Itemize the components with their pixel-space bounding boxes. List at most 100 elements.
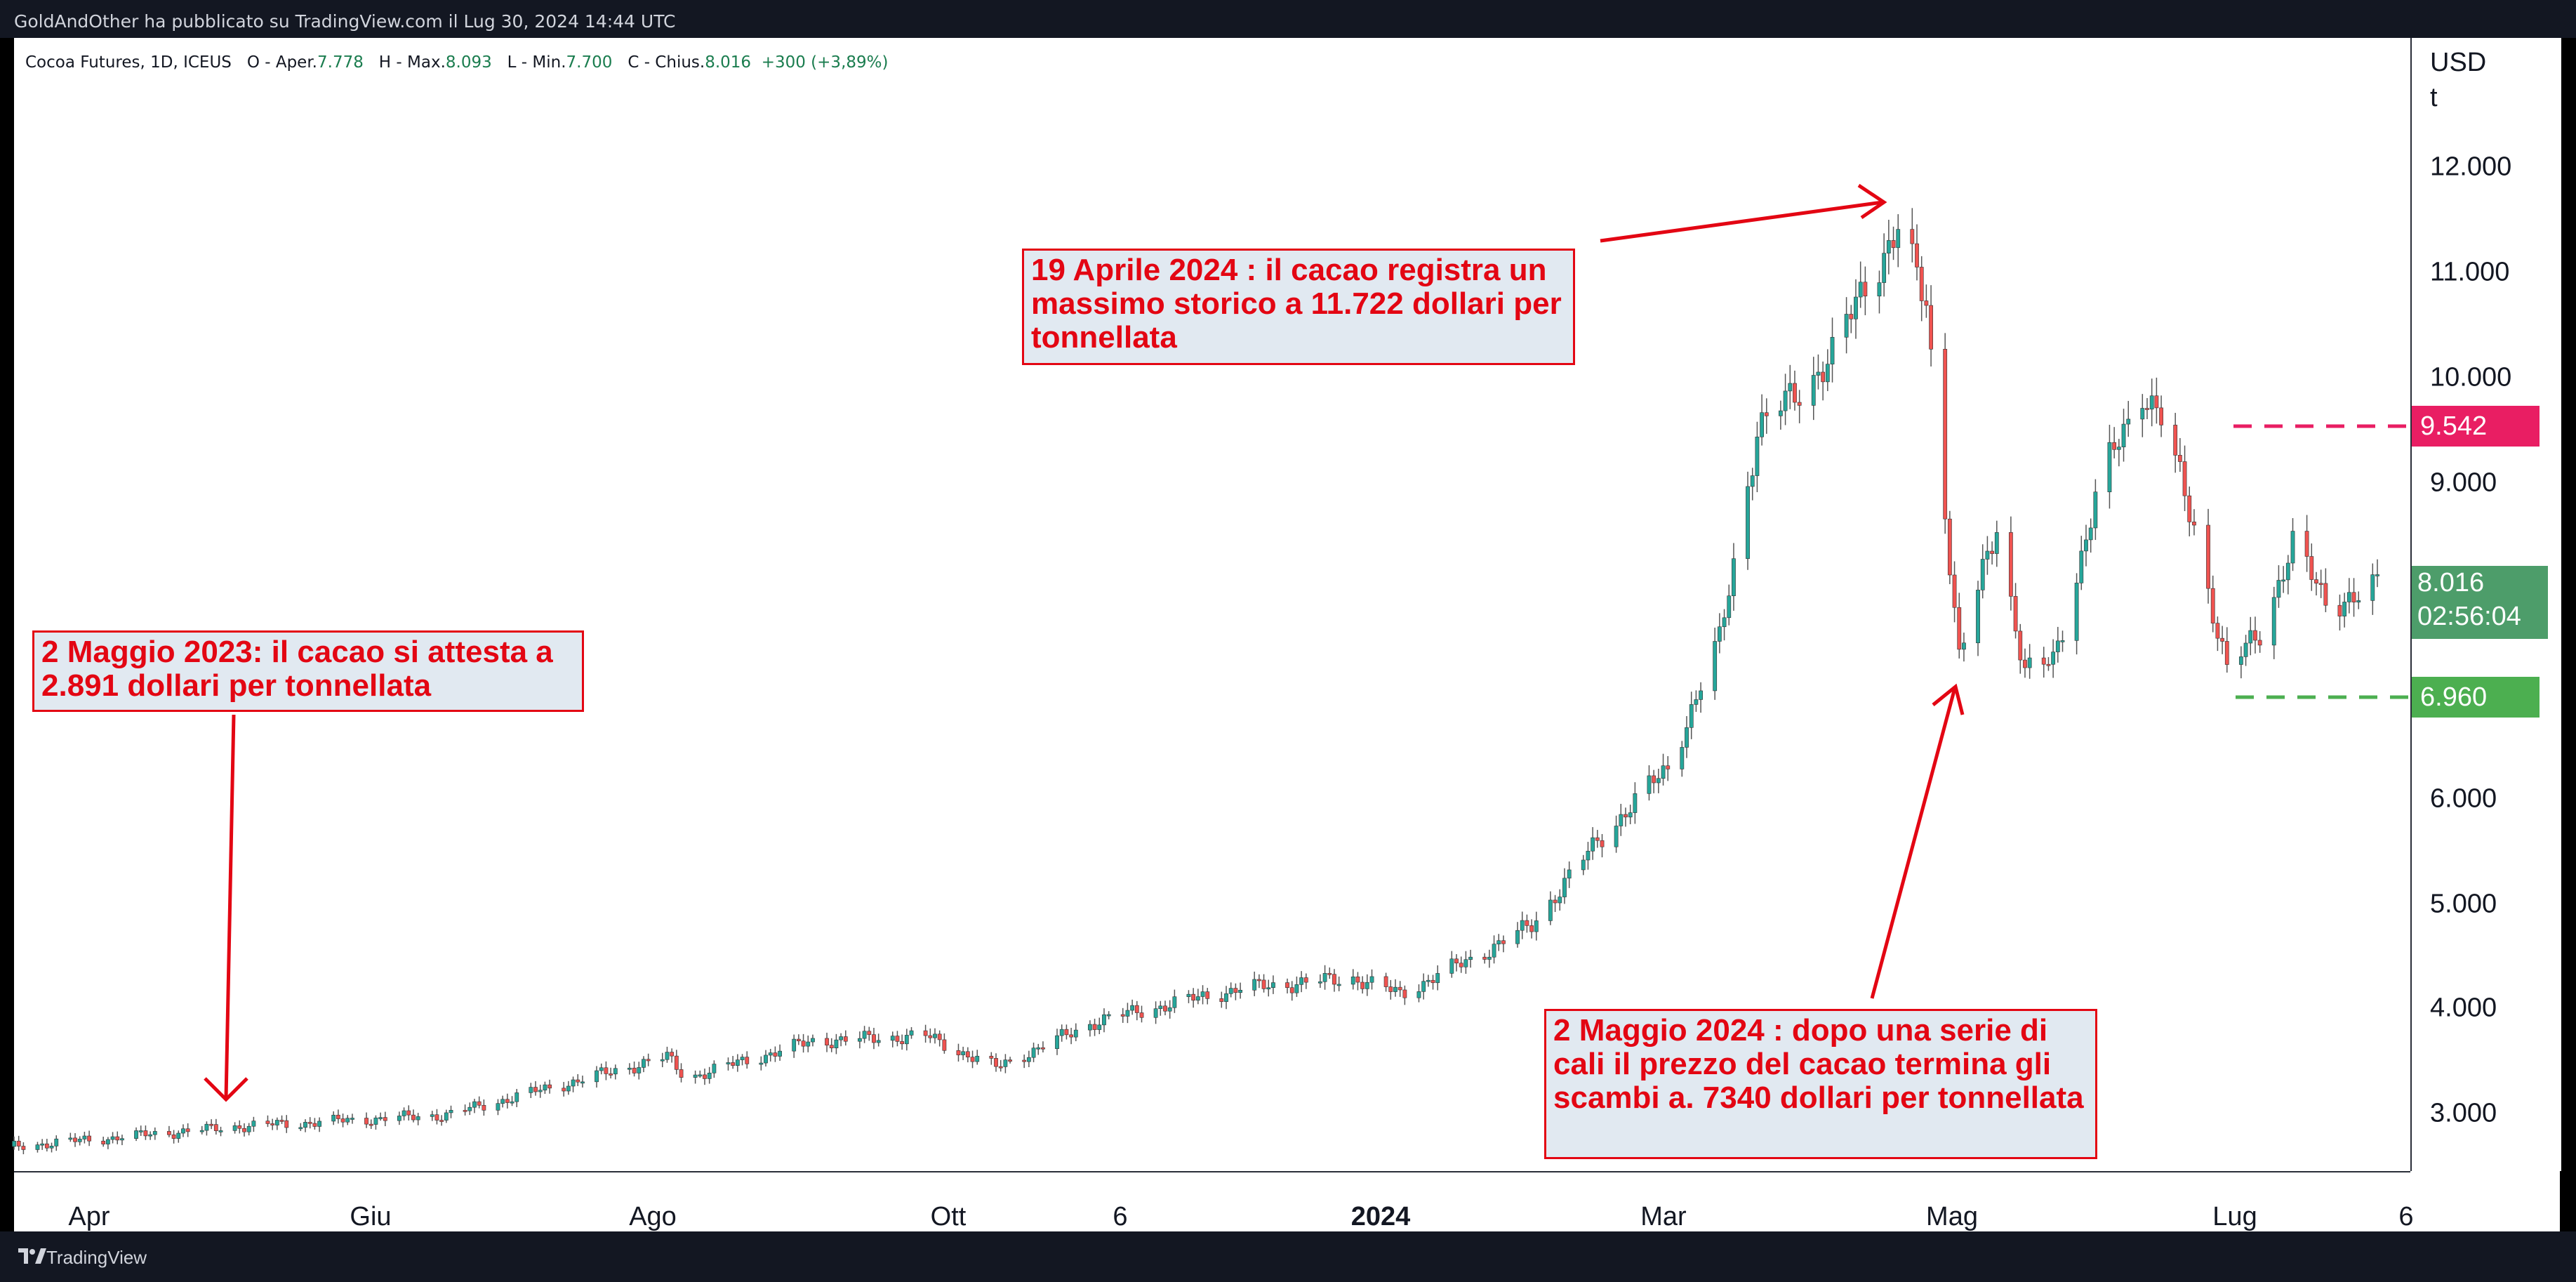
candle-body[interactable]	[1350, 976, 1355, 985]
candle-body[interactable]	[2112, 442, 2117, 450]
candle-body[interactable]	[698, 1074, 703, 1077]
candle-body[interactable]	[1558, 897, 1562, 904]
candle-body[interactable]	[2281, 579, 2286, 582]
candle-body[interactable]	[1130, 1005, 1135, 1011]
candle-body[interactable]	[350, 1118, 354, 1120]
annotation-apr-2024[interactable]: 19 Aprile 2024 : il cacao registra un ma…	[1022, 249, 1575, 365]
candle-body[interactable]	[1713, 641, 1718, 692]
candle-body[interactable]	[1158, 1005, 1163, 1010]
candle-body[interactable]	[1952, 574, 1957, 608]
candle-body[interactable]	[1031, 1048, 1036, 1058]
candle-body[interactable]	[2023, 659, 2027, 668]
candle-body[interactable]	[834, 1039, 839, 1048]
candle-body[interactable]	[1680, 747, 1685, 769]
candle-body[interactable]	[2107, 442, 2112, 492]
candle-body[interactable]	[712, 1064, 717, 1073]
candle-body[interactable]	[1994, 532, 1999, 554]
candle-body[interactable]	[1783, 390, 1788, 411]
candle-body[interactable]	[1097, 1024, 1102, 1030]
candle-body[interactable]	[1402, 989, 1407, 998]
candle-body[interactable]	[199, 1130, 204, 1132]
candle-body[interactable]	[401, 1110, 406, 1116]
candle-body[interactable]	[1591, 837, 1595, 852]
annotation-may-2023[interactable]: 2 Maggio 2023: il cacao si attesta a 2.8…	[32, 630, 584, 712]
candle-body[interactable]	[1915, 243, 1919, 267]
candle-body[interactable]	[101, 1140, 106, 1144]
candle-body[interactable]	[1026, 1057, 1031, 1062]
candle-body[interactable]	[1821, 371, 1826, 383]
candle-body[interactable]	[2055, 640, 2060, 652]
candle-body[interactable]	[2154, 395, 2159, 409]
candle-body[interactable]	[1886, 240, 1891, 253]
candle-body[interactable]	[1317, 981, 1322, 984]
candle-body[interactable]	[406, 1110, 411, 1116]
candle-body[interactable]	[1990, 550, 1995, 554]
candle-body[interactable]	[726, 1062, 731, 1064]
candle-body[interactable]	[265, 1121, 270, 1124]
candle-body[interactable]	[2314, 579, 2318, 584]
candle-body[interactable]	[1261, 979, 1266, 989]
candle-body[interactable]	[1788, 383, 1793, 392]
candle-body[interactable]	[1167, 1007, 1172, 1012]
candle-body[interactable]	[862, 1031, 867, 1039]
candle-body[interactable]	[1468, 956, 1473, 960]
candle-body[interactable]	[1929, 305, 1933, 350]
candle-body[interactable]	[514, 1092, 519, 1102]
candle-body[interactable]	[1327, 972, 1332, 975]
candle-body[interactable]	[312, 1123, 317, 1127]
candle-body[interactable]	[2351, 592, 2356, 602]
candle-body[interactable]	[1102, 1014, 1106, 1026]
candle-body[interactable]	[1614, 826, 1619, 847]
candle-body[interactable]	[284, 1120, 289, 1128]
candle-body[interactable]	[1778, 410, 1783, 416]
candle-body[interactable]	[1628, 812, 1633, 818]
candle-body[interactable]	[764, 1055, 768, 1064]
candle-body[interactable]	[604, 1067, 609, 1074]
candle-body[interactable]	[2253, 630, 2257, 641]
candle-body[interactable]	[1619, 814, 1624, 826]
candle-body[interactable]	[1760, 412, 1765, 437]
candle-body[interactable]	[1689, 704, 1694, 728]
candle-body[interactable]	[1064, 1029, 1069, 1036]
candle-body[interactable]	[547, 1084, 552, 1089]
candle-body[interactable]	[1919, 267, 1924, 301]
footer-brand[interactable]: TradingView	[46, 1247, 147, 1268]
candle-body[interactable]	[2243, 642, 2248, 657]
candle-body[interactable]	[900, 1041, 905, 1045]
candle-body[interactable]	[2088, 527, 2093, 541]
candle-body[interactable]	[477, 1101, 482, 1106]
candle-body[interactable]	[1957, 607, 1962, 650]
candle-body[interactable]	[543, 1084, 547, 1091]
candle-body[interactable]	[1891, 240, 1896, 249]
candle-body[interactable]	[185, 1128, 190, 1132]
candle-body[interactable]	[895, 1036, 900, 1042]
candle-body[interactable]	[1515, 930, 1520, 944]
candle-body[interactable]	[1924, 300, 1929, 306]
candle-body[interactable]	[1134, 1005, 1139, 1013]
candle-body[interactable]	[1947, 518, 1952, 576]
candle-body[interactable]	[961, 1051, 966, 1055]
candle-body[interactable]	[2159, 407, 2163, 425]
candle-body[interactable]	[923, 1030, 928, 1036]
candle-body[interactable]	[1069, 1034, 1074, 1038]
candle-body[interactable]	[1224, 993, 1228, 1002]
candle-body[interactable]	[336, 1114, 340, 1119]
candle-body[interactable]	[1365, 982, 1369, 989]
candle-body[interactable]	[1285, 982, 1289, 989]
candle-body[interactable]	[642, 1059, 646, 1068]
candle-body[interactable]	[1910, 229, 1915, 244]
candle-body[interactable]	[1454, 958, 1459, 964]
candle-body[interactable]	[345, 1118, 350, 1123]
candle-body[interactable]	[1685, 727, 1689, 748]
candle-body[interactable]	[44, 1143, 49, 1149]
candle-body[interactable]	[1393, 986, 1397, 992]
candle-body[interactable]	[843, 1036, 848, 1042]
candle-body[interactable]	[1125, 1010, 1130, 1017]
candle-body[interactable]	[143, 1130, 148, 1137]
candle-body[interactable]	[1355, 976, 1360, 983]
candle-body[interactable]	[1647, 775, 1652, 794]
candle-body[interactable]	[1764, 412, 1769, 416]
candle-body[interactable]	[1492, 944, 1496, 958]
candle-body[interactable]	[369, 1123, 373, 1126]
candle-body[interactable]	[989, 1055, 994, 1059]
